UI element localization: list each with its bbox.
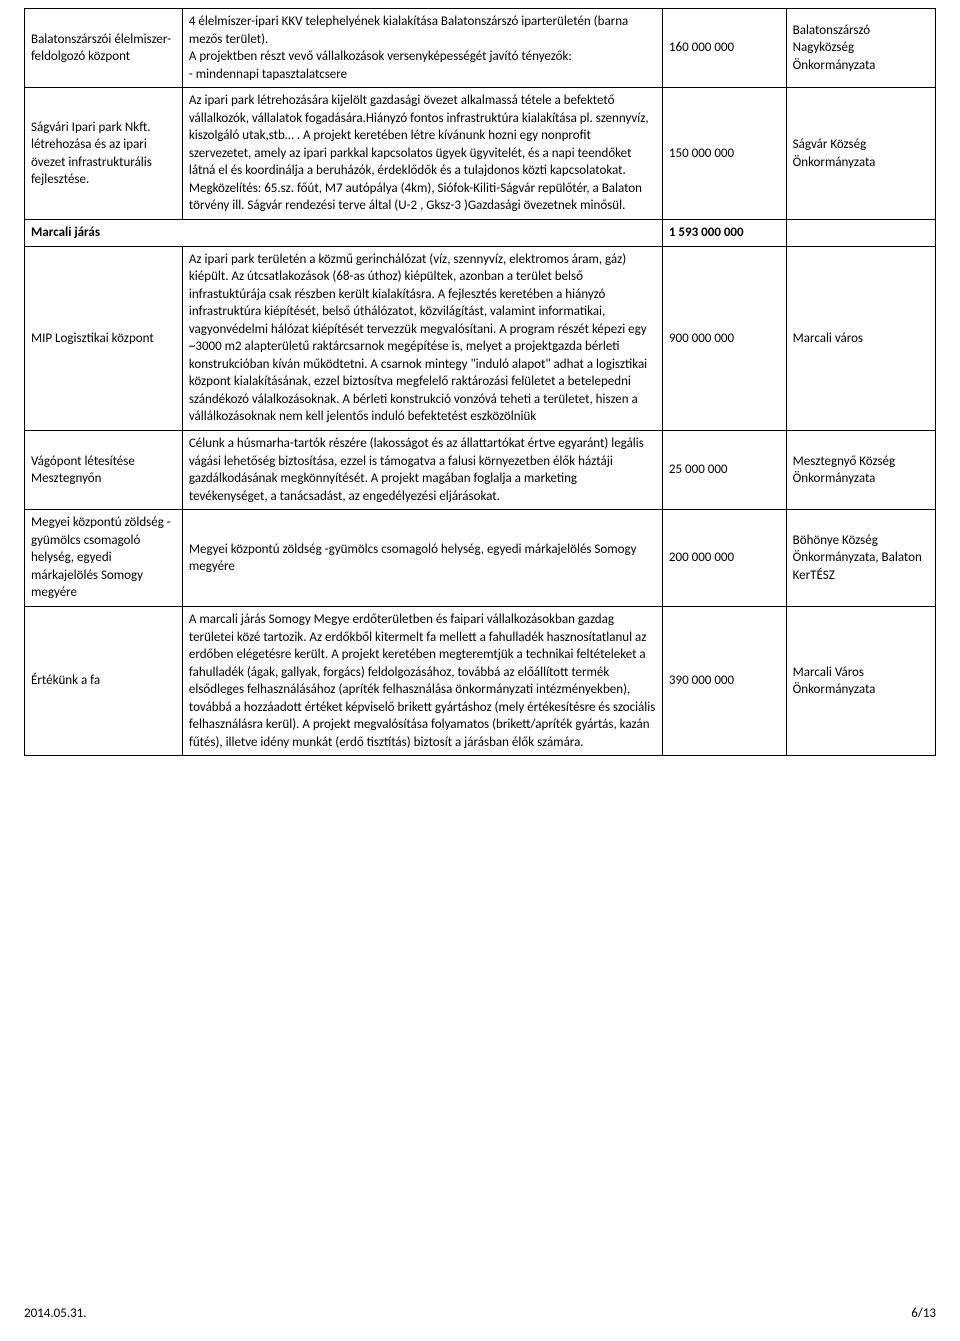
table-row: Balatonszárszói élelmiszer-feldolgozó kö… [25,9,936,88]
project-description: Az ipari park területén a közmű gerinchá… [182,246,662,430]
project-description: Célunk a húsmarha-tartók részére (lakoss… [182,431,662,510]
project-description: A marcali járás Somogy Megye erdőterület… [182,606,662,755]
project-description: Az ipari park létrehozására kijelölt gaz… [182,88,662,220]
project-name: Értékünk a fa [25,606,183,755]
project-amount: 160 000 000 [662,9,786,88]
project-owner: Marcali Város Önkormányzata [786,606,935,755]
project-description: Megyei központú zöldség -gyümölcs csomag… [182,510,662,607]
project-amount: 200 000 000 [662,510,786,607]
page-footer: 2014.05.31. 6/13 [24,1306,936,1321]
project-name: Balatonszárszói élelmiszer-feldolgozó kö… [25,9,183,88]
project-owner: Balatonszárszó Nagyközség Önkormányzata [786,9,935,88]
footer-date: 2014.05.31. [24,1306,87,1321]
project-amount: 900 000 000 [662,246,786,430]
project-amount: 150 000 000 [662,88,786,220]
project-owner: Böhönye Község Önkormányzata, Balaton Ke… [786,510,935,607]
project-owner: Marcali város [786,246,935,430]
section-label: Marcali járás [25,220,663,247]
footer-page: 6/13 [911,1306,936,1321]
project-amount: 25 000 000 [662,431,786,510]
table-row: Megyei központú zöldség -gyümölcs csomag… [25,510,936,607]
table-row: Ságvári Ipari park Nkft. létrehozása és … [25,88,936,220]
project-name: MIP Logisztikai központ [25,246,183,430]
section-row: Marcali járás1 593 000 000 [25,220,936,247]
project-owner: Mesztegnyő Község Önkormányzata [786,431,935,510]
section-total: 1 593 000 000 [662,220,786,247]
project-amount: 390 000 000 [662,606,786,755]
table-row: Vágópont létesítése MesztegnyőnCélunk a … [25,431,936,510]
section-empty [786,220,935,247]
project-name: Ságvári Ipari park Nkft. létrehozása és … [25,88,183,220]
project-owner: Ságvár Község Önkormányzata [786,88,935,220]
project-name: Vágópont létesítése Mesztegnyőn [25,431,183,510]
project-name: Megyei központú zöldség -gyümölcs csomag… [25,510,183,607]
project-description: 4 élelmiszer-ipari KKV telephelyének kia… [182,9,662,88]
projects-table: Balatonszárszói élelmiszer-feldolgozó kö… [24,8,936,756]
table-row: MIP Logisztikai központAz ipari park ter… [25,246,936,430]
table-row: Értékünk a faA marcali járás Somogy Megy… [25,606,936,755]
